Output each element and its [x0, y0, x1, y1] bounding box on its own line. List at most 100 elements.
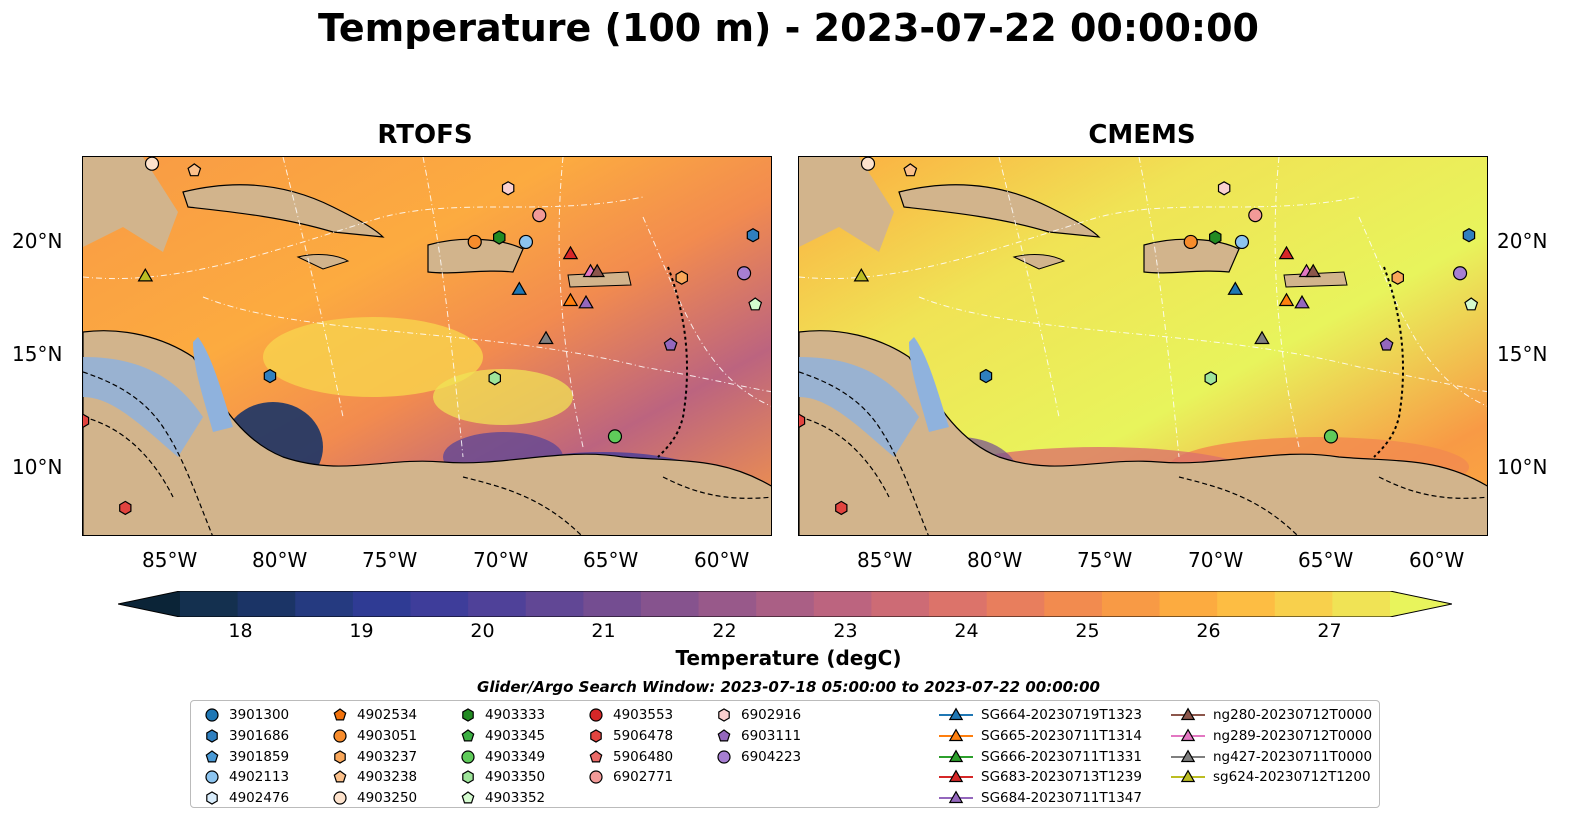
- colorbar-bin: [180, 591, 239, 617]
- legend-marker-icon: [462, 708, 474, 722]
- colorbar-label: Temperature (degC): [675, 646, 902, 670]
- legend-item: 5906480: [587, 747, 673, 767]
- legend-marker-icon: [1171, 707, 1205, 721]
- map-marker: [501, 181, 515, 196]
- legend-item: 6904223: [715, 747, 801, 767]
- colorbar-tick-label: 27: [1317, 620, 1342, 642]
- map-marker: [144, 157, 160, 171]
- map-marker: [1254, 330, 1270, 345]
- legend-label: SG683-20230713T1239: [981, 769, 1142, 786]
- legend-label: SG664-20230719T1323: [981, 707, 1142, 723]
- map-marker: [903, 163, 918, 177]
- colorbar-bin: [583, 591, 642, 617]
- colorbar-bin: [1332, 591, 1391, 617]
- legend-item: 5906478: [587, 726, 673, 746]
- map-marker: [467, 234, 482, 250]
- legend-item: 3901859: [203, 747, 289, 767]
- legend-marker-icon: [205, 770, 219, 784]
- legend-marker-icon: [205, 708, 219, 722]
- legend-marker-icon: [939, 769, 973, 783]
- map-marker: [675, 270, 689, 285]
- lon-tick-label: 75°W: [362, 548, 418, 572]
- legend-item: ng427-20230711T0000: [1171, 747, 1372, 767]
- legend-item: ng280-20230712T0000: [1171, 705, 1372, 725]
- figure-title: Temperature (100 m) - 2023-07-22 00:00:0…: [317, 6, 1259, 50]
- map-marker: [979, 368, 993, 384]
- colorbar-bin: [1101, 591, 1161, 617]
- legend-label: 4903349: [485, 748, 546, 765]
- lon-tick-label: 60°W: [1409, 548, 1465, 572]
- legend-item: 4903350: [459, 767, 545, 787]
- legend-label: 6902916: [741, 707, 802, 723]
- colorbar-bin: [295, 591, 354, 617]
- colorbar-bin: [352, 591, 412, 617]
- legend-marker-icon: [590, 729, 602, 743]
- lat-tick-label: 20°N: [1497, 229, 1548, 253]
- legend-item: SG684-20230711T1347: [939, 788, 1142, 808]
- colorbar-tick-label: 26: [1196, 620, 1221, 642]
- colorbar-tick-label: 21: [591, 620, 616, 642]
- map-marker: [860, 157, 876, 171]
- legend-label: 3901686: [229, 727, 290, 744]
- map-marker: [736, 266, 752, 281]
- legend-label: SG666-20230711T1331: [981, 748, 1142, 765]
- legend-marker-icon: [333, 708, 347, 721]
- legend-marker-icon: [939, 749, 973, 762]
- colorbar-bin: [756, 591, 815, 617]
- legend-item: 4903352: [459, 788, 545, 808]
- legend: 3901300 3901686 3901859 4902113 4902476 49025…: [190, 700, 1380, 808]
- legend-label: ng280-20230712T0000: [1213, 707, 1373, 723]
- legend-label: 4903333: [485, 707, 546, 723]
- colorbar-tick-label: 23: [833, 620, 858, 642]
- map-marker: [853, 267, 870, 282]
- colorbar-tick-label: 24: [954, 620, 979, 642]
- map-marker: [1379, 337, 1394, 351]
- colorbar-bin: [468, 591, 527, 617]
- legend-label: 5906480: [613, 748, 674, 765]
- map-marker: [1217, 181, 1231, 196]
- legend-marker-icon: [206, 791, 218, 805]
- legend-item: ng289-20230712T0000: [1171, 726, 1372, 746]
- map-marker: [746, 228, 760, 243]
- map-marker: [799, 413, 806, 428]
- lat-tick-label: 10°N: [1497, 455, 1548, 479]
- panel-title-cmems: CMEMS: [1088, 120, 1196, 150]
- legend-label: ng427-20230711T0000: [1213, 748, 1373, 765]
- legend-marker-icon: [939, 790, 973, 804]
- legend-item: 6903111: [715, 726, 801, 746]
- lon-tick-label: 70°W: [1188, 548, 1244, 572]
- map-marker: [488, 371, 501, 386]
- legend-item: 4902476: [203, 788, 289, 808]
- legend-label: 4902534: [357, 707, 418, 723]
- legend-marker-icon: [589, 770, 603, 784]
- legend-item: SG666-20230711T1331: [939, 747, 1142, 767]
- legend-marker-icon: [718, 708, 730, 722]
- map-marker: [1204, 371, 1217, 386]
- map-marker: [1391, 270, 1405, 285]
- colorbar-bin: [813, 591, 873, 617]
- map-marker: [511, 281, 528, 295]
- legend-item: SG665-20230711T1314: [939, 726, 1142, 746]
- map-marker: [663, 337, 678, 351]
- legend-marker-icon: [717, 729, 731, 742]
- map-marker: [1234, 234, 1250, 250]
- colorbar-tick-label: 18: [228, 620, 253, 642]
- map-marker: [1248, 208, 1263, 223]
- map-marker: [263, 368, 277, 384]
- colorbar-tick-label: 25: [1075, 620, 1100, 642]
- legend-marker-icon: [461, 791, 475, 804]
- legend-label: 4903350: [485, 769, 546, 786]
- map-marker: [562, 292, 579, 307]
- legend-marker-icon: [461, 729, 475, 742]
- colorbar-bin: [640, 591, 700, 617]
- legend-marker-icon: [1171, 749, 1205, 762]
- map-marker: [1462, 228, 1476, 243]
- rtofs-temperature-map: [82, 156, 772, 536]
- map-marker: [1464, 297, 1479, 311]
- lat-tick-label: 15°N: [1497, 342, 1548, 366]
- map-marker: [493, 230, 506, 245]
- legend-marker-icon: [206, 729, 218, 743]
- map-marker: [1294, 294, 1310, 309]
- map-marker: [518, 234, 534, 250]
- legend-marker-icon: [939, 707, 973, 721]
